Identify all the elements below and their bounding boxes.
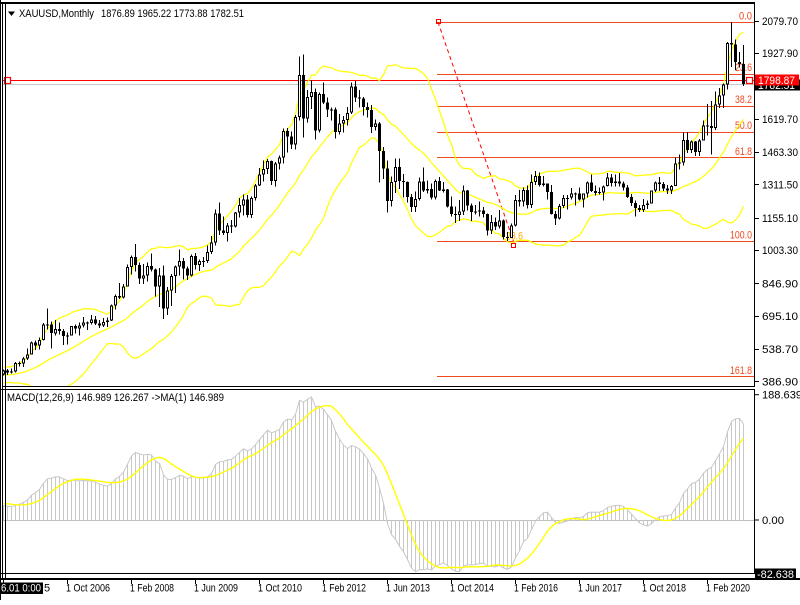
svg-text:1 Jun 2017: 1 Jun 2017 (578, 583, 622, 595)
svg-text:1 Oct 2014: 1 Oct 2014 (450, 583, 494, 595)
svg-text:1 Feb 2020: 1 Feb 2020 (706, 583, 750, 595)
svg-text:-82.638: -82.638 (757, 569, 794, 581)
svg-text:188.639: 188.639 (762, 390, 800, 402)
svg-text:161.8: 161.8 (730, 365, 752, 377)
svg-text:0.0: 0.0 (739, 11, 752, 23)
svg-text:5: 5 (44, 583, 50, 595)
svg-text:1155.10: 1155.10 (762, 213, 798, 225)
svg-text:2079.70: 2079.70 (762, 16, 798, 28)
svg-text:6.01 0:00: 6.01 0:00 (1, 583, 41, 595)
svg-text:1 Oct 2010: 1 Oct 2010 (258, 583, 302, 595)
svg-text:1003.30: 1003.30 (762, 245, 798, 257)
svg-text:1 Feb 2008: 1 Feb 2008 (130, 583, 174, 595)
svg-text:1 Oct 2006: 1 Oct 2006 (66, 583, 110, 595)
svg-text:1927.90: 1927.90 (762, 48, 798, 60)
svg-text:538.70: 538.70 (762, 344, 798, 356)
svg-text:1463.30: 1463.30 (762, 147, 798, 159)
svg-text:695.10: 695.10 (762, 311, 798, 323)
svg-text:1 Feb 2016: 1 Feb 2016 (514, 583, 558, 595)
svg-text:0.00: 0.00 (762, 515, 784, 527)
svg-text:1876.89 1965.22 1773.88 1782.5: 1876.89 1965.22 1773.88 1782.51 (101, 8, 244, 20)
svg-text:1 Jun 2009: 1 Jun 2009 (194, 583, 238, 595)
svg-text:38.2: 38.2 (735, 94, 752, 106)
svg-text:100.0: 100.0 (730, 230, 752, 242)
svg-text:50.0: 50.0 (735, 120, 752, 132)
svg-text:1311.50: 1311.50 (762, 179, 798, 191)
svg-text:1619.70: 1619.70 (762, 114, 798, 126)
svg-text:1 Jun 2013: 1 Jun 2013 (386, 583, 430, 595)
svg-text:1 Feb 2012: 1 Feb 2012 (322, 583, 366, 595)
svg-text:61.8: 61.8 (735, 146, 752, 158)
svg-text:846.90: 846.90 (762, 278, 798, 290)
svg-text:XAUUSD,Monthly: XAUUSD,Monthly (19, 8, 94, 20)
svg-text:MACD(12,26,9) 146.989 126.267: MACD(12,26,9) 146.989 126.267 ->MA(1) 14… (7, 392, 224, 404)
svg-text:1 Oct 2018: 1 Oct 2018 (642, 583, 686, 595)
svg-text:386.90: 386.90 (762, 376, 798, 388)
svg-text:1798.87: 1798.87 (758, 75, 795, 87)
